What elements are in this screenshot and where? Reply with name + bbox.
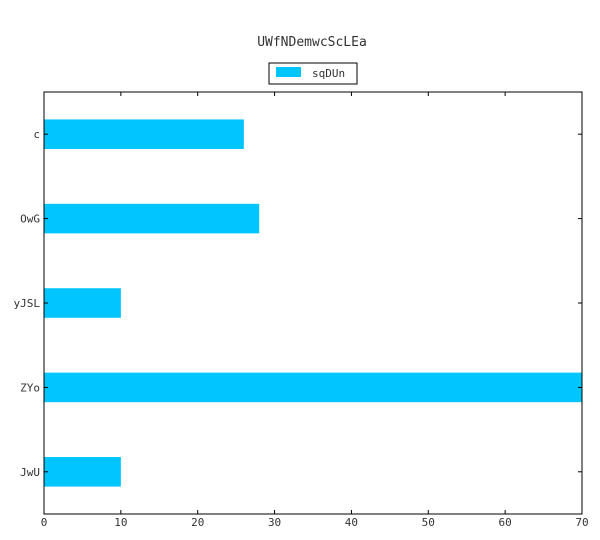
plot-area-frame — [44, 92, 582, 514]
x-tick-label: 60 — [499, 516, 512, 529]
x-tick-label: 10 — [114, 516, 127, 529]
x-tick-label: 40 — [345, 516, 358, 529]
chart-title: UWfNDemwcScLEa — [257, 35, 367, 50]
x-tick-label: 0 — [41, 516, 48, 529]
legend-swatch — [276, 67, 301, 77]
bars-group — [44, 119, 582, 486]
x-axis-ticks: 0 10 20 30 40 50 60 70 — [41, 92, 589, 529]
y-tick-label: yJSL — [14, 297, 41, 310]
bar-OwG — [44, 204, 259, 234]
bar-yJSL — [44, 288, 121, 318]
legend: sqDUn — [269, 63, 357, 84]
x-tick-label: 50 — [422, 516, 435, 529]
y-tick-label: c — [33, 128, 40, 141]
bar-c — [44, 119, 244, 149]
y-tick-label: OwG — [20, 213, 40, 226]
x-tick-label: 70 — [575, 516, 588, 529]
x-tick-label: 30 — [268, 516, 281, 529]
bar-ZYo — [44, 373, 582, 403]
bar-JwU — [44, 457, 121, 487]
y-tick-label: ZYo — [20, 381, 40, 394]
legend-label: sqDUn — [312, 67, 345, 80]
x-tick-label: 20 — [191, 516, 204, 529]
y-tick-label: JwU — [20, 466, 40, 479]
